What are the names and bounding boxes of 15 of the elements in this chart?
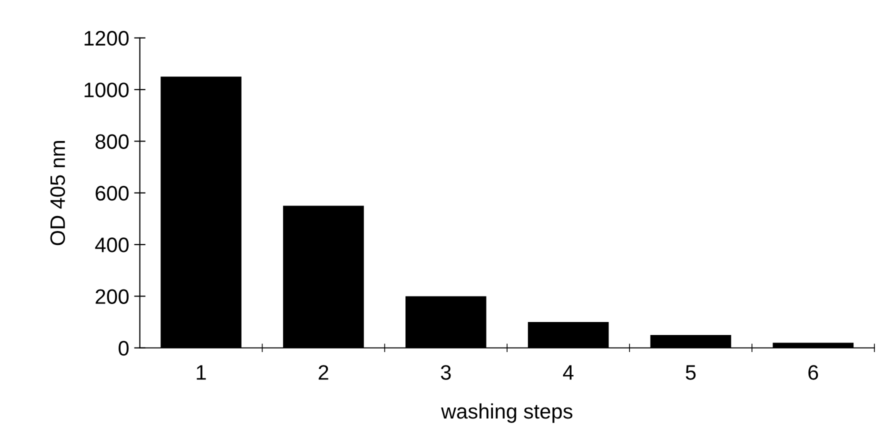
x-tick-label: 3 [440,365,451,380]
x-axis-title: washing steps [441,403,572,423]
x-tick-label: 2 [318,365,328,380]
x-tick-label: 6 [808,365,818,380]
y-tick-label: 200 [96,289,129,304]
y-tick-label: 0 [118,340,129,356]
x-tick-label: 5 [686,365,696,380]
y-tick-label: 600 [96,186,129,201]
x-tick-label: 1 [196,365,206,380]
y-axis-title: OD 405 nm [50,141,66,246]
y-tick-label: 1200 [84,30,129,46]
y-tick-label: 800 [96,134,129,149]
x-tick-label: 4 [563,365,574,380]
y-tick-label: 400 [95,238,129,252]
y-tick-label: 1000 [84,82,129,98]
